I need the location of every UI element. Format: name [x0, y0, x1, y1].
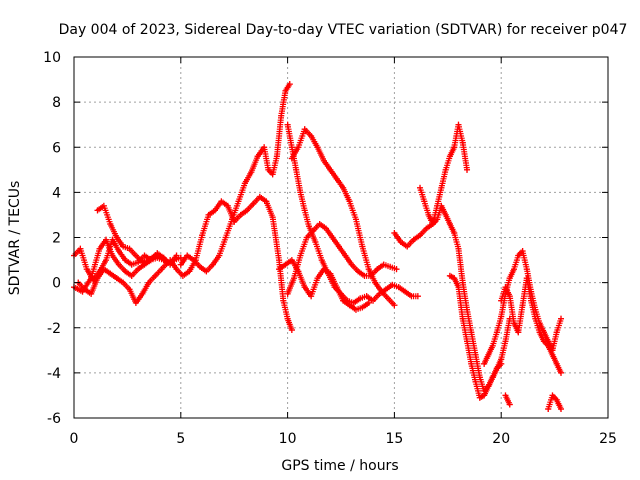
series-track-9: [284, 220, 400, 297]
series-track-14: [481, 248, 565, 367]
series-markers: [446, 272, 505, 401]
x-tick-label: 25: [599, 431, 617, 447]
y-tick-label: -4: [47, 366, 61, 382]
y-tick-label: 2: [52, 231, 61, 247]
series-track-13: [446, 272, 505, 401]
series-track-15: [498, 275, 565, 376]
series-track-10: [276, 257, 372, 313]
y-tick-label: -6: [47, 411, 61, 427]
series-markers: [417, 121, 470, 227]
y-axis-title: SDTVAR / TECUs: [7, 181, 23, 296]
x-tick-label: 15: [385, 431, 403, 447]
series-markers: [498, 275, 564, 376]
series-markers: [167, 193, 295, 333]
y-tick-label: 4: [52, 185, 61, 201]
series-track-6: [177, 81, 293, 275]
series-markers: [177, 81, 293, 275]
series-markers: [502, 392, 513, 408]
series-track-12: [417, 121, 471, 227]
series-markers: [94, 202, 171, 266]
y-tick-label: 10: [43, 50, 61, 66]
series-markers: [276, 257, 372, 313]
series-track-8: [288, 126, 398, 309]
x-tick-label: 20: [492, 431, 510, 447]
chart-title: Day 004 of 2023, Sidereal Day-to-day VTE…: [59, 22, 628, 38]
y-tick-label: 0: [52, 276, 61, 292]
series-track-17: [545, 392, 565, 412]
x-tick-label: 0: [70, 431, 79, 447]
y-tick-label: 8: [52, 95, 61, 111]
axis-ticks: 0 5 10 15 20 25 -6 -4 -2 0 2 4 6 8 10: [43, 50, 617, 447]
y-tick-label: -2: [47, 321, 61, 337]
series-markers: [288, 126, 398, 309]
y-tick-label: 6: [52, 140, 61, 156]
data-series: [71, 81, 565, 412]
series-markers: [545, 392, 564, 412]
x-tick-label: 10: [279, 431, 297, 447]
x-axis-title: GPS time / hours: [281, 458, 398, 474]
series-track-16: [502, 392, 513, 408]
series-markers: [284, 221, 400, 297]
x-tick-label: 5: [176, 431, 185, 447]
